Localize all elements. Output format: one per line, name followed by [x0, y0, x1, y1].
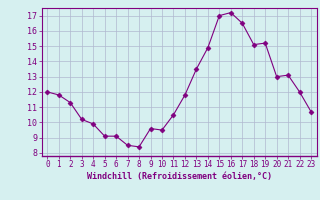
- X-axis label: Windchill (Refroidissement éolien,°C): Windchill (Refroidissement éolien,°C): [87, 172, 272, 181]
